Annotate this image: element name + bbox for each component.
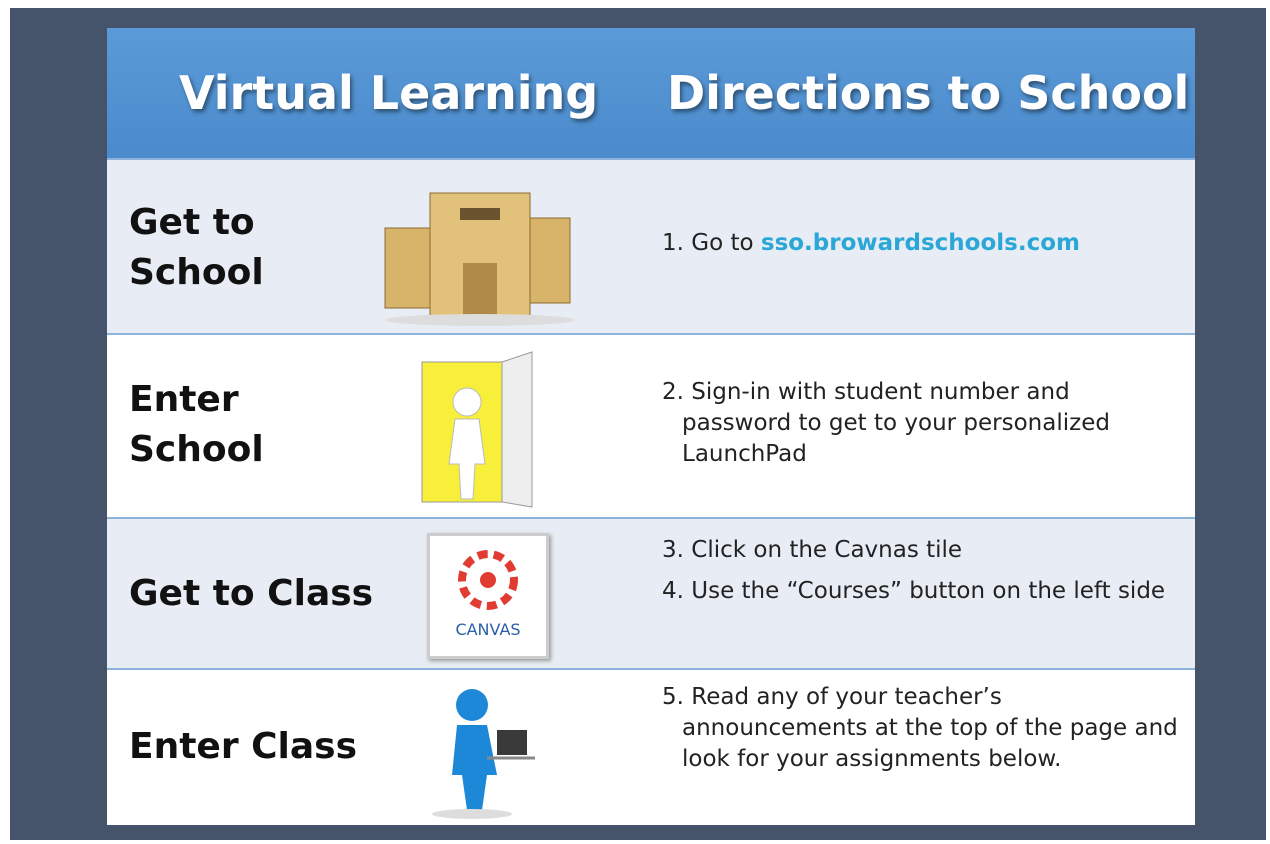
step-text: 5. Read any of your teacher’s announceme… <box>662 684 1178 772</box>
label-line: Enter <box>129 379 239 420</box>
row: Enter School 2. Sign-in with student numb… <box>107 333 1195 517</box>
computer-user-icon <box>432 689 535 819</box>
school-icon <box>384 192 575 326</box>
canvas-tile: CANVAS <box>427 533 549 659</box>
directions-table: Virtual Learning Directions to School Ge… <box>107 28 1195 825</box>
row: Get to Class CANVAS 3. Click on the Cavn… <box>107 517 1195 668</box>
steps: 2. Sign-in with student number and passw… <box>662 377 1182 480</box>
row-label: Enter School <box>129 375 264 475</box>
steps: 5. Read any of your teacher’s announceme… <box>662 682 1182 785</box>
door-icon <box>421 351 533 508</box>
row-label: Get to School <box>129 198 264 298</box>
header: Virtual Learning Directions to School <box>107 28 1195 158</box>
steps: 1. Go to sso.browardschools.com <box>662 228 1182 269</box>
label-line: School <box>129 429 264 470</box>
canvas-logo <box>458 550 518 610</box>
step-text: 1. Go to <box>662 230 754 256</box>
link[interactable]: sso.browardschools.com <box>760 230 1080 256</box>
row-label: Enter Class <box>129 726 358 767</box>
step-text: 3. Click on the Cavnas tile <box>662 537 963 563</box>
row: Get to School 1. Go to sso.browardschools… <box>107 158 1195 333</box>
header-title: Directions to School <box>667 66 1190 120</box>
header-title: Virtual Learning <box>179 66 599 120</box>
label-line: School <box>129 252 264 293</box>
step-text: 4. Use the “Courses” button on the left … <box>662 578 1166 604</box>
step-text: 2. Sign-in with student number and passw… <box>662 379 1110 467</box>
steps: 3. Click on the Cavnas tile 4. Use the “… <box>662 535 1182 617</box>
icon-label: CANVAS <box>455 620 521 639</box>
label-line: Get to <box>129 202 255 243</box>
row-label: Get to Class <box>129 573 374 614</box>
row: Enter Class 5. Read any of your teacher’… <box>107 668 1195 825</box>
step: 1. Go to sso.browardschools.com <box>662 228 1182 259</box>
